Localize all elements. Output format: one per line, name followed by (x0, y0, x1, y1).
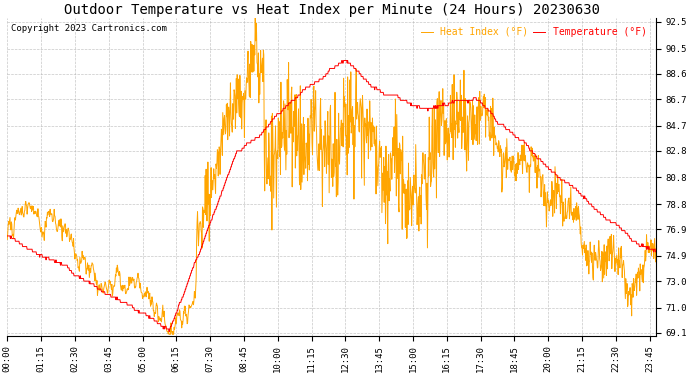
Temperature (°F) (165, 329, 173, 334)
Temperature (°F) (220, 183, 228, 188)
Temperature (°F) (148, 316, 156, 321)
Temperature (°F) (337, 58, 346, 63)
Heat Index (°F) (220, 113, 228, 118)
Heat Index (°F) (434, 129, 442, 134)
Heat Index (°F) (3, 237, 12, 242)
Heat Index (°F) (132, 285, 140, 289)
Heat Index (°F) (148, 302, 156, 306)
Temperature (°F) (652, 250, 660, 254)
Temperature (°F) (575, 191, 584, 196)
Text: Copyright 2023 Cartronics.com: Copyright 2023 Cartronics.com (10, 24, 166, 33)
Temperature (°F) (434, 106, 442, 111)
Temperature (°F) (3, 234, 12, 238)
Heat Index (°F) (575, 223, 584, 227)
Heat Index (°F) (518, 171, 526, 176)
Heat Index (°F) (652, 247, 660, 251)
Line: Heat Index (°F): Heat Index (°F) (8, 18, 656, 334)
Line: Temperature (°F): Temperature (°F) (8, 60, 656, 332)
Temperature (°F) (518, 138, 526, 142)
Temperature (°F) (132, 308, 140, 313)
Heat Index (°F) (251, 15, 259, 20)
Legend: Heat Index (°F), Temperature (°F): Heat Index (°F), Temperature (°F) (417, 23, 651, 41)
Title: Outdoor Temperature vs Heat Index per Minute (24 Hours) 20230630: Outdoor Temperature vs Heat Index per Mi… (63, 3, 600, 17)
Heat Index (°F) (165, 332, 173, 336)
